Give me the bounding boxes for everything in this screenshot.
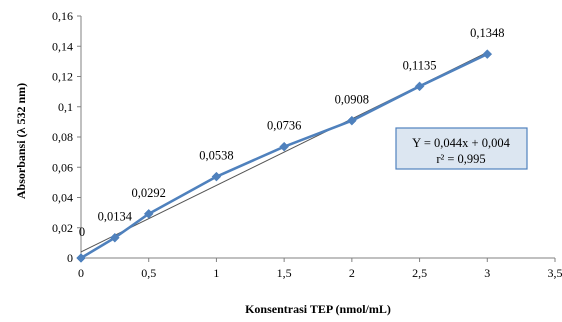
series-group: [76, 49, 493, 263]
y-tick-label: 0,02: [52, 221, 73, 235]
data-label: 0,0538: [199, 149, 233, 163]
x-axis-title: Konsentrasi TEP (nmol/mL): [245, 302, 391, 316]
data-point-marker: [143, 208, 154, 219]
x-tick-label: 1: [213, 266, 219, 280]
x-tick-label: 2,5: [412, 266, 427, 280]
equation-box-frame: [395, 127, 528, 170]
data-point-marker: [110, 232, 120, 243]
y-tick-label: 0,12: [52, 70, 73, 84]
equation-text: Y = 0,044x + 0,004: [412, 136, 510, 150]
data-point-marker: [347, 115, 357, 126]
data-point-marker: [76, 253, 86, 263]
x-axis-ticks: 0 0,5 1 1,5 2 2,5 3 3,5: [78, 258, 562, 280]
y-tick-label: 0,06: [52, 160, 73, 174]
data-point-marker: [211, 171, 222, 182]
y-tick-label: 0: [67, 251, 73, 265]
data-label: 0,0908: [335, 93, 369, 107]
y-axis-ticks: 0 0,02 0,04 0,06 0,08 0,1 0,12 0,14 0,16: [52, 9, 81, 265]
data-point-marker: [482, 49, 493, 59]
equation-box: Y = 0,044x + 0,004 r² = 0,995: [395, 127, 528, 170]
x-tick-label: 3,5: [548, 266, 562, 280]
data-point-marker: [414, 81, 425, 92]
data-label: 0,0134: [98, 210, 133, 224]
x-tick-label: 0: [78, 266, 84, 280]
data-label: 0,1348: [470, 26, 504, 40]
data-labels-group: 0 0,0134 0,0292 0,0538 0,0736 0,0908 0,1135 0,1…: [79, 26, 505, 239]
data-label: 0,0292: [132, 186, 166, 200]
series-line: [80, 52, 488, 260]
y-tick-label: 0,1: [58, 100, 73, 114]
data-label: 0,0736: [267, 119, 301, 133]
x-tick-label: 3: [484, 266, 490, 280]
data-label: 0,1135: [403, 58, 437, 72]
y-axis-title: Absorbansi (λ 532 nm): [14, 83, 28, 199]
data-point-marker: [279, 141, 289, 152]
x-tick-label: 1,5: [277, 266, 292, 280]
data-label: 0: [79, 225, 85, 239]
y-tick-label: 0,16: [52, 9, 73, 23]
y-tick-label: 0,14: [52, 39, 73, 53]
y-tick-label: 0,08: [52, 130, 73, 144]
y-tick-label: 0,04: [52, 191, 73, 205]
x-tick-label: 2: [349, 266, 355, 280]
x-tick-label: 0,5: [141, 266, 156, 280]
r-squared-text: r² = 0,995: [436, 152, 485, 166]
